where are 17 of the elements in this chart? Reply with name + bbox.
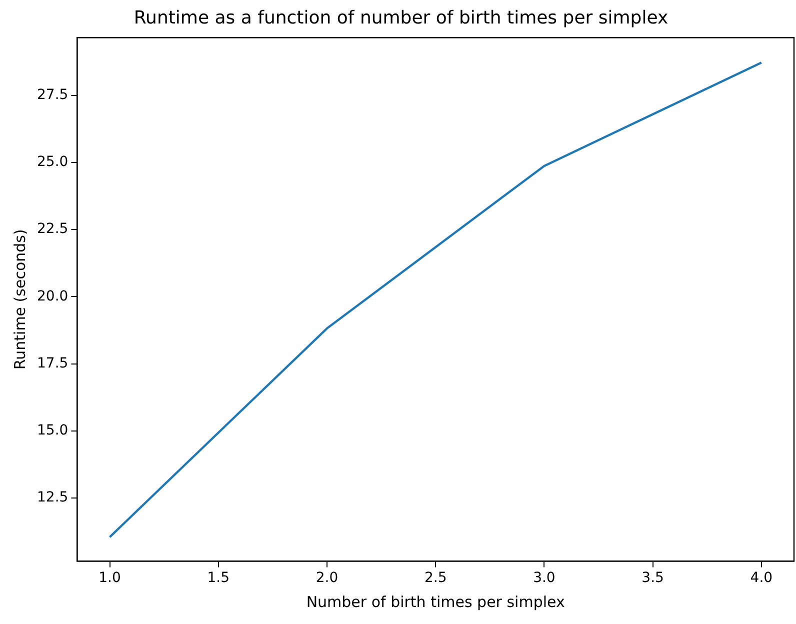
- x-tick-label: 2.0: [316, 570, 338, 586]
- y-tick-label: 25.0: [37, 154, 68, 170]
- x-tick-label: 3.5: [642, 570, 664, 586]
- chart-title: Runtime as a function of number of birth times per simplex: [134, 7, 668, 28]
- y-tick-label: 12.5: [37, 490, 68, 506]
- x-tick-label: 1.0: [98, 570, 121, 586]
- x-tick-label: 2.5: [424, 570, 447, 586]
- y-tick-label: 22.5: [37, 221, 68, 238]
- x-tick-label: 4.0: [750, 570, 773, 586]
- y-tick-label: 27.5: [37, 86, 68, 103]
- y-tick-label: 15.0: [37, 422, 68, 439]
- x-tick-label: 3.0: [533, 570, 556, 586]
- y-axis-title: Runtime (seconds): [10, 229, 29, 370]
- y-tick-label: 17.5: [37, 355, 68, 372]
- x-axis-title: Number of birth times per simplex: [306, 592, 565, 611]
- y-tick-label: 20.0: [37, 288, 68, 304]
- x-tick-label: 1.5: [207, 570, 230, 586]
